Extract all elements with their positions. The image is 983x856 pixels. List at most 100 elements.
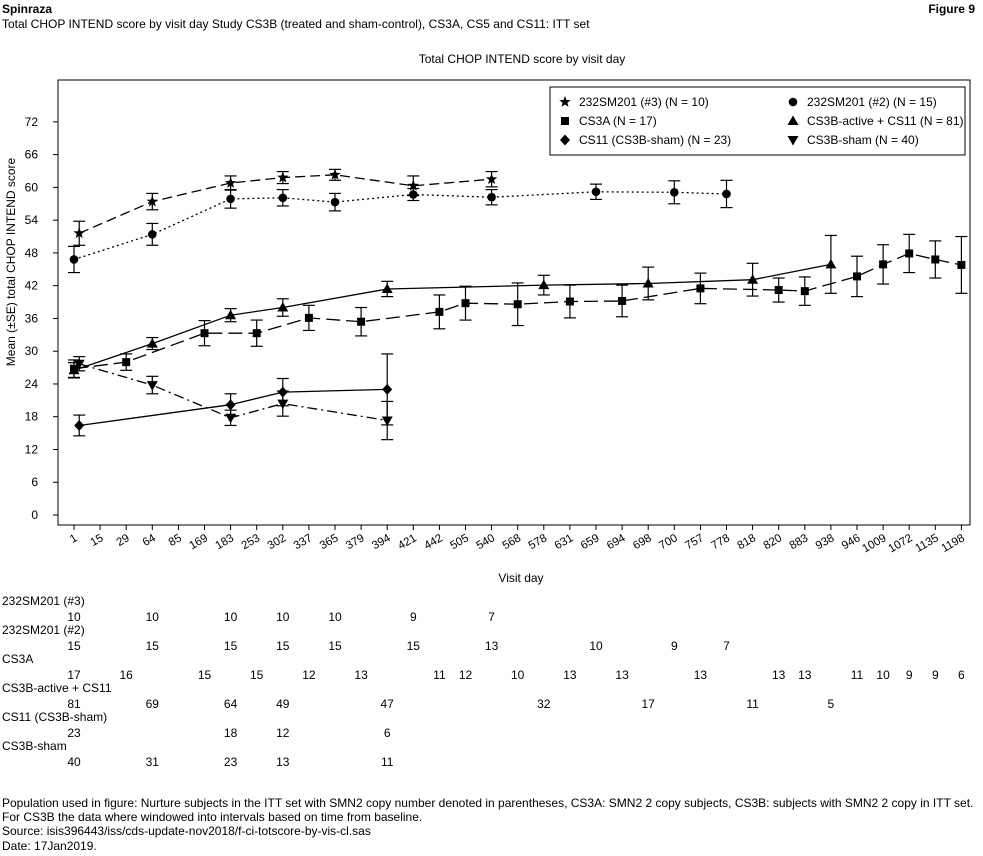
x-tick-label: 29 (115, 532, 132, 549)
x-tick-label: 694 (605, 532, 628, 552)
n-table-row-label: 232SM201 (#3) (2, 594, 85, 608)
legend-marker (561, 117, 569, 125)
n-table-count: 10 (276, 610, 290, 624)
series-cs11-cs3b-sham-n-23 (73, 353, 394, 437)
data-point (722, 189, 731, 199)
data-point (277, 399, 289, 410)
data-point (825, 258, 837, 269)
legend-marker (788, 97, 798, 107)
data-point (670, 188, 679, 197)
x-tick-label: 1 (68, 532, 80, 546)
series-layer (68, 168, 968, 441)
data-point (277, 171, 289, 183)
n-table-row-label: 232SM201 (#2) (2, 623, 85, 637)
n-table-count: 11 (850, 668, 864, 682)
data-point (225, 309, 237, 320)
data-point (225, 413, 237, 424)
footnote-date: Date: 17Jan2019. (2, 838, 97, 853)
n-table-count: 23 (223, 755, 238, 769)
n-table-count: 7 (488, 610, 495, 624)
x-tick-label: 883 (788, 532, 811, 552)
figure-subtitle: Total CHOP INTEND score by visit day Stu… (2, 17, 590, 31)
data-point (148, 230, 157, 239)
data-point (618, 296, 627, 305)
product-name: Spinraza (2, 2, 53, 16)
y-tick-label: 0 (31, 508, 38, 522)
n-table-count: 12 (302, 668, 316, 682)
n-table-count: 10 (67, 610, 81, 624)
x-tick-label: 85 (167, 532, 184, 549)
x-tick-label: 757 (683, 532, 706, 552)
x-tick-label: 169 (187, 532, 210, 552)
data-point (381, 416, 393, 426)
data-point (68, 364, 80, 375)
x-tick-label: 1009 (860, 532, 888, 555)
n-table-count: 69 (145, 697, 159, 711)
data-point (73, 227, 85, 239)
n-table-count: 15 (145, 639, 159, 653)
footnotes: Population used in figure: Nurture subje… (2, 796, 977, 853)
n-table-count: 13 (484, 639, 499, 653)
x-tick-label: 15 (89, 532, 106, 549)
legend-entry: CS3A (N = 17) (579, 114, 657, 128)
footnote-population: Population used in figure: Nurture subje… (2, 796, 974, 825)
x-tick-label: 394 (370, 532, 393, 552)
data-point (278, 193, 288, 203)
x-tick-label: 421 (396, 532, 419, 552)
x-tick-label: 820 (762, 532, 785, 552)
series-232sm201-3-n-10 (73, 168, 498, 246)
series-line (73, 263, 832, 371)
series-cs3b-sham-n-40 (73, 356, 394, 441)
data-point (200, 329, 209, 338)
series-line (79, 388, 388, 427)
series-232sm201-2-n-15 (68, 179, 733, 274)
n-table-count: 13 (563, 668, 577, 682)
series-cs3a-n-17 (68, 233, 968, 379)
x-tick-label: 946 (840, 532, 863, 552)
y-tick-label: 42 (25, 279, 39, 293)
n-table-count: 11 (433, 668, 446, 682)
n-table-count: 10 (876, 668, 890, 682)
x-tick-label: 818 (735, 532, 758, 552)
data-point (879, 260, 888, 269)
x-tick-label: 778 (709, 532, 732, 552)
n-table-count: 10 (223, 610, 238, 624)
chart-title: Total CHOP INTEND score by visit day (419, 52, 626, 66)
data-point (74, 420, 85, 431)
data-point (642, 278, 654, 288)
n-table-count: 15 (328, 639, 342, 653)
data-point (146, 338, 158, 348)
n-table-count: 81 (67, 697, 81, 711)
n-table-count: 13 (772, 668, 786, 682)
n-table-count: 64 (223, 697, 238, 711)
y-axis: 0 6 12 18 24 30 36 42 48 54 60 66 72 (25, 115, 58, 522)
legend-entry: 232SM201 (#2) (N = 15) (807, 95, 937, 109)
n-table-count: 23 (67, 726, 81, 740)
data-point (565, 297, 574, 306)
series-line (73, 191, 727, 261)
x-tick-label: 1198 (939, 532, 966, 555)
data-point (146, 381, 158, 391)
x-tick-label: 337 (292, 532, 315, 552)
data-point (409, 190, 418, 199)
n-table-count: 15 (197, 668, 212, 682)
n-table-count: 6 (383, 726, 391, 740)
n-table-count: 13 (615, 668, 629, 682)
n-table-count: 9 (931, 668, 939, 682)
data-point (747, 274, 759, 284)
n-table-count: 10 (328, 610, 342, 624)
data-point (69, 255, 79, 264)
y-axis-label: Mean (±SE) total CHOP INTEND score (4, 157, 18, 366)
data-point (73, 359, 85, 370)
n-table-count: 13 (693, 668, 708, 682)
n-table-count: 13 (354, 668, 368, 682)
legend-entry: CS3B-sham (N = 40) (807, 133, 919, 147)
x-tick-label: 1135 (913, 532, 940, 555)
x-tick-label: 253 (240, 532, 263, 552)
data-point (931, 255, 940, 264)
n-table-count: 9 (409, 610, 417, 624)
data-point (122, 358, 131, 367)
x-tick-label: 302 (266, 532, 289, 552)
data-point (224, 177, 237, 188)
x-tick-label: 64 (141, 532, 159, 549)
